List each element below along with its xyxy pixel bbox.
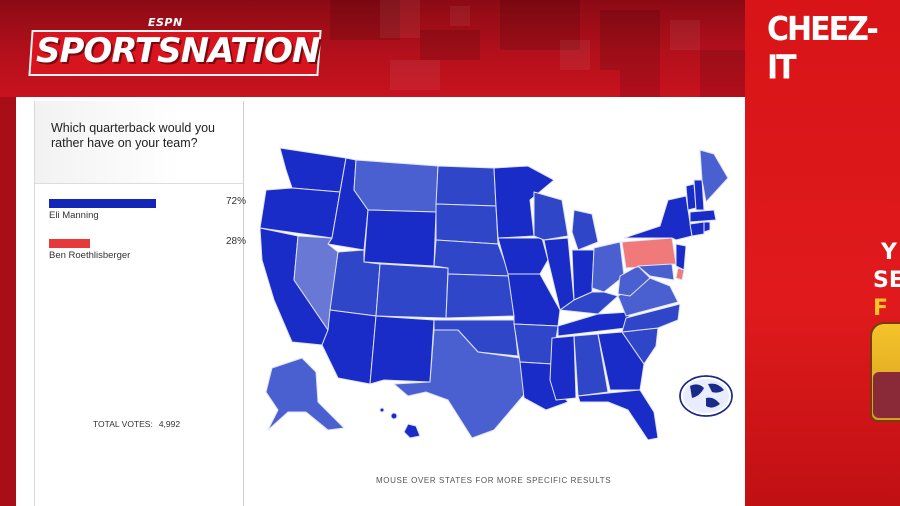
state-rhode-island[interactable]	[703, 221, 711, 233]
show-logo-text: SPORTSNATION	[36, 31, 320, 71]
state-connecticut[interactable]	[689, 221, 705, 237]
state-new-york[interactable]	[623, 195, 693, 241]
espn-logo: ESPN	[148, 16, 183, 29]
cheezit-logo: CHEEZ-IT	[767, 10, 879, 88]
state-alaska[interactable]	[265, 357, 345, 431]
state-ohio[interactable]	[591, 241, 625, 293]
total-votes-label: TOTAL VOTES:	[93, 419, 153, 429]
globe-icon[interactable]	[678, 374, 734, 418]
poll-question-box: Which quarterback would you rather have …	[35, 101, 243, 184]
ad-letter: Y	[881, 240, 897, 265]
state-new-jersey[interactable]	[675, 243, 687, 271]
state-alabama[interactable]	[573, 333, 609, 397]
state-michigan[interactable]	[571, 209, 599, 251]
result-percent: 72%	[225, 196, 246, 207]
option-label: Ben Roethlisberger	[49, 250, 131, 261]
state-pennsylvania[interactable]	[621, 237, 677, 269]
left-border	[0, 97, 16, 506]
poll-panel: Which quarterback would you rather have …	[34, 101, 246, 506]
state-hawaii-island[interactable]	[379, 407, 385, 413]
state-north-carolina[interactable]	[621, 303, 681, 333]
sportsnation-logo[interactable]: ESPN SPORTSNATION	[28, 16, 322, 78]
ad-letter: F	[873, 296, 889, 321]
state-maryland[interactable]	[637, 263, 675, 281]
state-maine[interactable]	[699, 149, 729, 203]
total-votes: TOTAL VOTES: 4,992	[93, 419, 180, 429]
result-bar	[49, 199, 156, 208]
state-iowa[interactable]	[497, 237, 549, 275]
state-montana[interactable]	[353, 159, 439, 213]
state-new-mexico[interactable]	[369, 315, 435, 385]
cheezit-ad[interactable]: CHEEZ-IT Y SE F F	[745, 0, 900, 506]
state-washington[interactable]	[279, 147, 347, 193]
state-hawaii[interactable]	[403, 423, 421, 439]
ad-letter: SE	[873, 268, 900, 293]
foam-finger-base	[873, 372, 900, 418]
state-south-dakota[interactable]	[435, 203, 499, 245]
state-massachusetts[interactable]	[689, 209, 717, 223]
state-new-hampshire[interactable]	[693, 179, 705, 211]
state-kansas[interactable]	[445, 273, 515, 319]
state-minnesota[interactable]	[493, 165, 555, 239]
state-delaware[interactable]	[675, 267, 685, 281]
result-bar	[49, 239, 90, 248]
poll-question: Which quarterback would you rather have …	[51, 121, 215, 150]
option-label: Eli Manning	[49, 210, 99, 221]
state-colorado[interactable]	[375, 263, 449, 319]
us-results-map[interactable]	[258, 140, 738, 440]
result-percent: 28%	[225, 236, 246, 247]
state-arizona[interactable]	[321, 309, 377, 385]
state-texas[interactable]	[393, 329, 529, 439]
state-mississippi[interactable]	[549, 335, 577, 401]
map-hint: MOUSE OVER STATES FOR MORE SPECIFIC RESU…	[376, 476, 612, 485]
total-votes-value: 4,992	[158, 419, 181, 429]
header-banner: ESPN SPORTSNATION	[0, 0, 745, 97]
state-georgia[interactable]	[597, 331, 645, 391]
state-missouri[interactable]	[507, 273, 561, 327]
state-hawaii-island[interactable]	[390, 412, 398, 420]
state-wisconsin[interactable]	[533, 191, 569, 241]
state-florida[interactable]	[577, 389, 659, 440]
state-north-dakota[interactable]	[435, 165, 497, 207]
state-wyoming[interactable]	[363, 209, 437, 267]
